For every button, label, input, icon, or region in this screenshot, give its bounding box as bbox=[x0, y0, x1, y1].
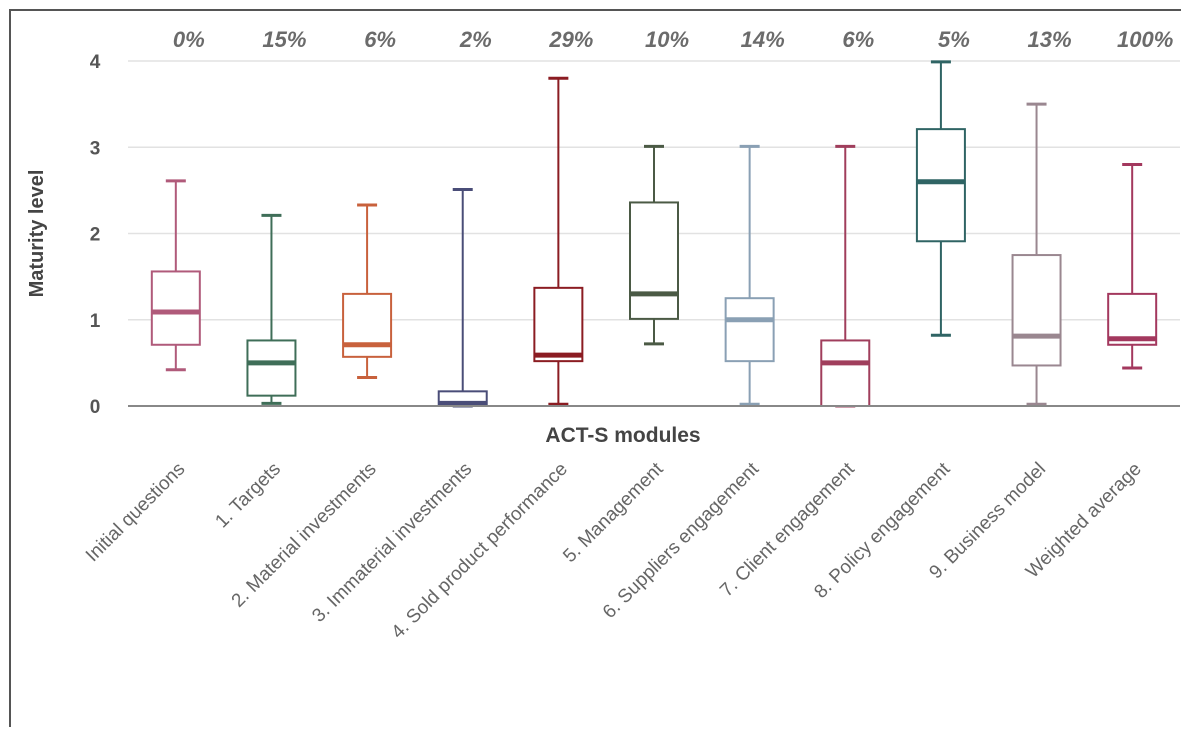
y-tick-labels: 0 1 2 3 4 bbox=[90, 52, 101, 418]
box-plot bbox=[437, 188, 488, 408]
box-iqr bbox=[820, 339, 871, 408]
x-tick-label: 1. Targets bbox=[211, 459, 285, 533]
box-plot bbox=[246, 213, 297, 405]
weight-label: 10% bbox=[645, 27, 689, 52]
x-axis-label: ACT-S modules bbox=[545, 424, 700, 447]
box-iqr bbox=[724, 297, 775, 363]
weight-label: 13% bbox=[1028, 27, 1072, 52]
x-tick-label: 6. Suppliers engagement bbox=[599, 458, 764, 623]
box-plot bbox=[820, 144, 871, 408]
x-tick-label: 4. Sold product performance bbox=[388, 459, 572, 643]
weight-label: 14% bbox=[741, 27, 785, 52]
box-plot bbox=[629, 144, 679, 346]
weight-label: 15% bbox=[262, 27, 306, 52]
y-tick-label: 2 bbox=[90, 225, 101, 246]
box-iqr bbox=[533, 286, 584, 363]
box-plot bbox=[1011, 102, 1062, 406]
box-plot bbox=[533, 76, 584, 406]
weight-label: 100% bbox=[1117, 27, 1173, 52]
y-tick-label: 0 bbox=[90, 397, 101, 418]
box-iqr bbox=[246, 339, 297, 397]
x-tick-label: Initial questions bbox=[82, 459, 189, 566]
weight-label: 5% bbox=[938, 27, 970, 52]
weight-label: 0% bbox=[173, 27, 205, 52]
box-iqr bbox=[629, 201, 679, 320]
weight-label: 6% bbox=[842, 27, 874, 52]
weight-label: 6% bbox=[364, 27, 396, 52]
box-plot bbox=[342, 203, 393, 380]
weight-labels: 0% 15% 6% 2% 29% 10% 14% 6% 5% 13% 100% bbox=[173, 27, 1173, 52]
y-tick-label: 4 bbox=[90, 52, 101, 73]
figure-frame bbox=[9, 9, 1181, 727]
y-tick-label: 1 bbox=[90, 311, 101, 332]
box-series bbox=[150, 60, 1158, 408]
box-plot bbox=[915, 60, 966, 337]
box-iqr bbox=[342, 292, 393, 358]
y-axis-label: Maturity level bbox=[26, 170, 48, 298]
box-plot bbox=[724, 144, 775, 406]
box-plot bbox=[150, 179, 201, 372]
weight-label: 29% bbox=[548, 27, 593, 52]
box-iqr bbox=[915, 128, 966, 243]
x-tick-label: 5. Management bbox=[559, 458, 668, 567]
box-iqr bbox=[150, 270, 201, 346]
y-tick-label: 3 bbox=[90, 138, 101, 159]
x-tick-label: 3. Immaterial investments bbox=[308, 459, 476, 627]
weight-label: 2% bbox=[459, 27, 492, 52]
box-iqr bbox=[1011, 254, 1062, 367]
box-plot bbox=[1107, 163, 1158, 370]
